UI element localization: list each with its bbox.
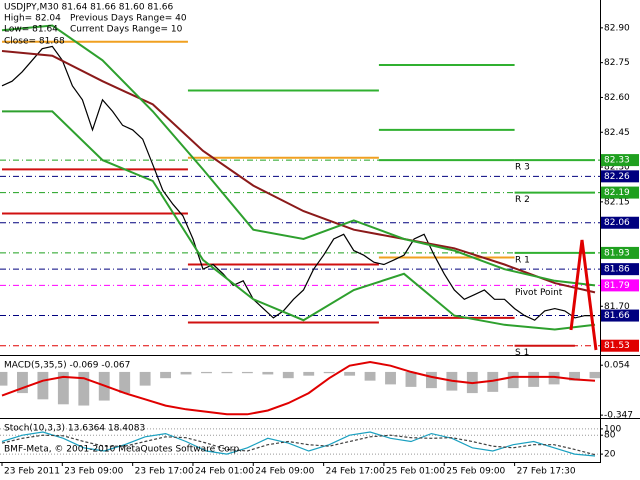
level-label: 81.79 <box>604 281 630 291</box>
histogram-bar <box>78 371 90 406</box>
credit: BMF-Meta, © 2001-2010 MetaQuotes Softwar… <box>4 445 242 455</box>
series-line <box>1 431 596 457</box>
level-label: 82.26 <box>604 172 630 182</box>
series-line <box>1 45 595 321</box>
histogram-bar <box>262 371 274 375</box>
level-box <box>601 279 639 292</box>
pivot-label: R 1 <box>515 255 530 265</box>
x-tick-label: 24 Feb 17:00 <box>326 467 385 477</box>
histogram-bar <box>364 371 376 381</box>
y-tick-label: 82.30 <box>604 163 630 173</box>
pivot-label: R 3 <box>515 163 530 173</box>
histogram-bar <box>548 371 560 385</box>
level-box <box>601 216 639 229</box>
level-label: 82.33 <box>604 156 630 166</box>
panel-label: Stoch(10,3,3) 13.6364 18.4083 <box>4 424 145 434</box>
x-tick-label: 24 Feb 09:00 <box>255 467 314 477</box>
series-line <box>1 434 596 456</box>
level-box <box>601 309 639 322</box>
series-line <box>1 360 596 416</box>
histogram-bar <box>569 371 580 381</box>
x-tick-label: 25 Feb 09:00 <box>446 467 505 477</box>
level-label: 81.86 <box>604 265 630 275</box>
x-tick-label: 23 Feb 09:00 <box>64 467 123 477</box>
histogram-bar <box>425 371 437 389</box>
histogram-bar <box>17 371 28 394</box>
x-tick-label: 25 Feb 01:00 <box>386 467 445 477</box>
pivot-label: Pivot Point <box>515 288 563 298</box>
histogram-bar <box>385 371 396 385</box>
histogram-bar <box>507 371 519 389</box>
pivot-label: R 2 <box>515 195 530 205</box>
frame <box>0 0 640 463</box>
histogram-bar <box>119 371 131 394</box>
histogram-bar <box>405 371 417 387</box>
histogram-bar <box>528 371 540 387</box>
header-line: Close= 81.68 <box>4 37 65 47</box>
level-label: 81.53 <box>604 341 630 351</box>
level-label: 82.06 <box>604 218 630 228</box>
y-tick-label: 82.90 <box>604 23 630 33</box>
y-tick-label: -0.347 <box>604 411 633 421</box>
y-tick-label: 82.75 <box>604 58 630 68</box>
histogram-bar <box>303 371 315 376</box>
series-line <box>2 110 596 331</box>
series-line <box>1 24 596 287</box>
y-tick-label: 82.15 <box>604 197 630 207</box>
y-tick-label: 100 <box>604 424 621 434</box>
histogram-bar <box>221 371 233 374</box>
histogram-bar <box>241 371 253 374</box>
x-tick-label: 23 Feb 2011 <box>4 467 60 477</box>
histogram-bar <box>160 371 172 379</box>
histogram-bar <box>57 371 69 405</box>
y-tick-label: 0.054 <box>604 361 630 371</box>
labels: USDJPY,M30 81.64 81.66 81.60 81.66 High=… <box>4 3 639 477</box>
level-label: 82.19 <box>604 188 630 198</box>
histogram-bar <box>282 371 294 379</box>
y-tick-label: 82.60 <box>604 93 630 103</box>
level-box <box>601 170 639 183</box>
arrow <box>569 239 598 351</box>
plots <box>0 24 603 466</box>
level-box <box>601 186 639 199</box>
series-line <box>1 50 596 294</box>
y-tick-label: 81.70 <box>604 302 630 312</box>
histogram-bar <box>344 371 356 376</box>
level-box <box>601 263 639 276</box>
x-tick-label: 23 Feb 17:00 <box>135 467 194 477</box>
histogram-bar <box>323 371 335 374</box>
histogram-bar <box>487 371 499 392</box>
header-line: Low= 81.64 <box>4 25 58 35</box>
level-label: 81.93 <box>604 248 630 258</box>
header-line: Current Days Range= 10 <box>70 25 183 35</box>
level-box <box>601 246 639 259</box>
panel-label: MACD(5,35,5) -0.069 -0.067 <box>4 361 130 371</box>
y-tick-label: 20 <box>604 450 616 460</box>
level-box <box>601 339 639 352</box>
histogram-bar <box>37 371 49 400</box>
y-tick-label: 82.45 <box>604 128 630 138</box>
header-line: Previous Days Range= 40 <box>70 14 187 24</box>
x-tick-label: 24 Feb 01:00 <box>195 467 254 477</box>
y-tick-label: 80 <box>604 431 616 441</box>
pivot-label: S 1 <box>515 348 529 358</box>
header-line: High= 82.04 <box>4 14 61 24</box>
level-box <box>601 154 639 167</box>
x-tick-label: 27 Feb 17:30 <box>517 467 576 477</box>
level-label: 81.66 <box>604 311 630 321</box>
histogram-bar <box>201 371 212 374</box>
histogram-bar <box>180 371 192 375</box>
header-line: USDJPY,M30 81.64 81.66 81.60 81.66 <box>4 3 173 13</box>
histogram-bar <box>0 371 8 386</box>
histogram-bar <box>139 371 151 386</box>
histogram-bar <box>589 371 601 379</box>
